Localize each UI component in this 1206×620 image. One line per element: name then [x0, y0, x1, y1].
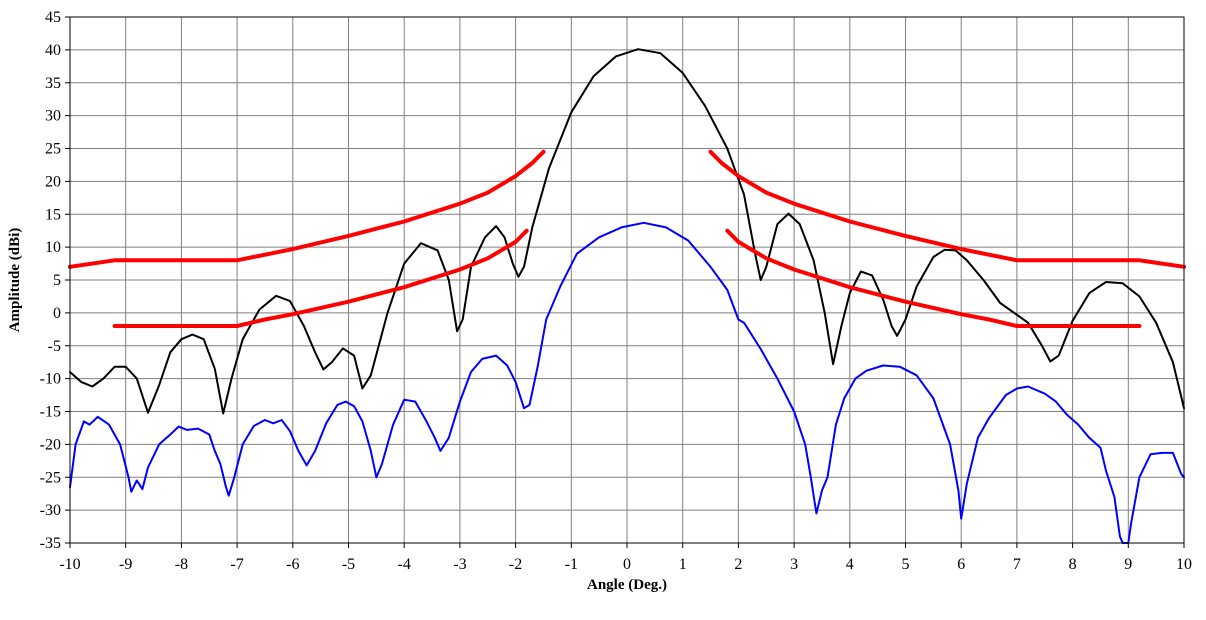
y-tick-label: 0 — [53, 305, 61, 322]
y-tick-label: -20 — [40, 436, 61, 453]
y-tick-label: -25 — [40, 469, 61, 486]
series-line-5 — [725, 228, 1142, 328]
series-line-3 — [708, 149, 1186, 269]
x-tick-label: -1 — [565, 556, 578, 573]
y-tick-label: 5 — [53, 272, 61, 289]
x-tick-label: 0 — [623, 556, 631, 573]
y-tick-label: 40 — [45, 42, 61, 59]
y-tick-label: 15 — [45, 206, 61, 223]
y-tick-label: -30 — [40, 502, 61, 519]
x-tick-label: -5 — [342, 556, 355, 573]
y-tick-label: 10 — [45, 239, 61, 256]
y-tick-label: 45 — [45, 9, 61, 26]
x-tick-label: -10 — [59, 556, 80, 573]
y-tick-label: 30 — [45, 108, 61, 125]
x-tick-label: 3 — [790, 556, 798, 573]
series-line-4 — [112, 228, 529, 328]
x-tick-label: 4 — [846, 556, 854, 573]
y-tick-label: 35 — [45, 75, 61, 92]
x-tick-label: -9 — [119, 556, 132, 573]
x-tick-label: -4 — [398, 556, 411, 573]
x-tick-label: 2 — [734, 556, 742, 573]
y-axis-title: Amplitude (dBi) — [7, 228, 23, 333]
x-tick-label: 7 — [1013, 556, 1021, 573]
y-tick-label: 20 — [45, 173, 61, 190]
x-tick-label: -7 — [230, 556, 243, 573]
x-tick-labels: -10 -9 -8 -7 -6 -5 -4 -3 -2 -1 0 1 2 3 4 5 6 7 8 9 10 — [59, 543, 1192, 573]
series-group — [68, 48, 1186, 544]
x-tick-label: -3 — [453, 556, 466, 573]
y-tick-label: -15 — [40, 404, 61, 421]
y-tick-label: -35 — [40, 535, 61, 552]
x-tick-label: -6 — [286, 556, 299, 573]
x-tick-label: 10 — [1176, 556, 1192, 573]
y-tick-label: -5 — [48, 338, 61, 355]
x-tick-label: 5 — [902, 556, 910, 573]
x-axis-title: Angle (Deg.) — [587, 577, 667, 593]
series-line-2 — [68, 149, 546, 269]
x-tick-label: 9 — [1124, 556, 1132, 573]
x-tick-label: -2 — [509, 556, 522, 573]
x-tick-label: -8 — [175, 556, 188, 573]
y-tick-label: 25 — [45, 141, 61, 158]
series-line-0 — [69, 48, 1185, 415]
y-tick-label: -10 — [40, 371, 61, 388]
x-tick-label: 1 — [679, 556, 687, 573]
x-tick-label: 8 — [1069, 556, 1077, 573]
y-tick-labels: 45 40 35 30 25 20 15 10 5 0 -5 -10 -15 -20 -25 -30 -35 — [40, 9, 70, 552]
series-line-1 — [69, 221, 1185, 544]
x-tick-label: 6 — [957, 556, 965, 573]
